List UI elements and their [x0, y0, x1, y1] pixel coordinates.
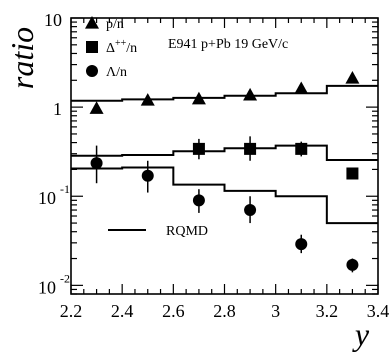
data-point [244, 204, 257, 217]
x-tick-label: 2.4 [111, 301, 134, 321]
data-point [90, 157, 103, 170]
data-point [243, 87, 258, 101]
x-tick-label: 3 [271, 301, 280, 321]
data-point [141, 169, 154, 182]
data-point [346, 167, 359, 180]
y-tick-label: 10 [38, 188, 56, 208]
data-point [191, 91, 206, 105]
legend-label-sup: ++ [115, 38, 127, 49]
data-point [89, 101, 104, 114]
data-point [345, 71, 360, 84]
data-point [244, 142, 257, 155]
data-point [295, 238, 308, 251]
y-tick-exponent: -2 [60, 271, 70, 285]
data-point [294, 81, 309, 95]
x-tick-label: 3.2 [316, 301, 339, 321]
legend-label: RQMD [166, 224, 208, 239]
legend-label-main: Δ [106, 41, 115, 56]
data-point [295, 142, 308, 155]
chart-annotation: E941 p+Pb 19 GeV/c [168, 37, 288, 52]
legend-marker [85, 16, 99, 29]
x-tick-label: 3.4 [367, 301, 390, 321]
y-tick-label: 10 [38, 277, 56, 297]
model-step-curve [71, 84, 378, 102]
legend-label: Λ/n [106, 65, 127, 80]
data-point [140, 93, 155, 106]
model-step-curve [71, 144, 378, 162]
data-point [192, 194, 205, 207]
y-tick-label: 1 [53, 99, 62, 119]
legend-marker [86, 41, 98, 53]
y-tick-exponent: -1 [60, 182, 70, 196]
legend-label: p/n [106, 17, 124, 32]
model-step-curve [71, 166, 378, 225]
x-tick-label: 2.8 [213, 301, 236, 321]
x-tick-label: 2.6 [162, 301, 185, 321]
legend-label: Δ++/n [106, 38, 137, 56]
x-axis-title: y [352, 316, 370, 352]
x-tick-label: 2.2 [60, 301, 83, 321]
y-axis-title: ratio [4, 27, 40, 89]
legend-marker [86, 65, 98, 77]
y-tick-label: 10 [44, 10, 62, 30]
data-point [346, 258, 359, 271]
data-point [192, 142, 205, 155]
legend-label-tail: /n [126, 41, 137, 56]
